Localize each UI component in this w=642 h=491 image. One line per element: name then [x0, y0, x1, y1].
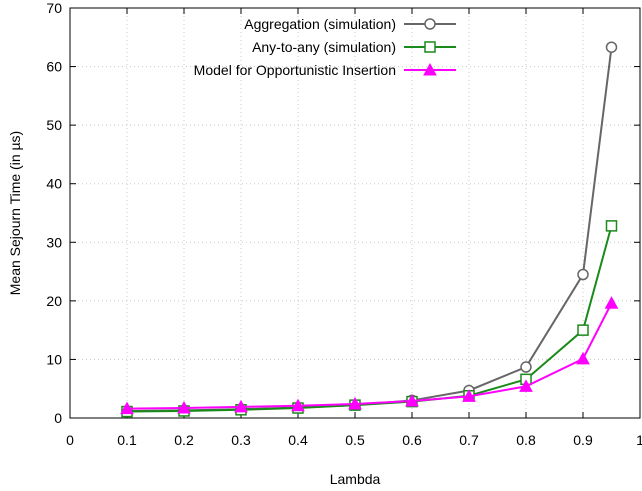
series-line — [126, 225, 613, 413]
legend-marker — [424, 41, 436, 53]
x-tick-label: 0.2 — [174, 432, 194, 448]
series-square — [121, 220, 618, 418]
data-point — [519, 379, 533, 392]
data-point — [291, 398, 305, 412]
y-tick-label: 20 — [46, 293, 62, 309]
data-point — [405, 393, 419, 407]
x-axis-label: Lambda — [330, 471, 381, 487]
data-point — [234, 399, 248, 413]
grid-lines — [70, 8, 640, 418]
legend-label: Model for Opportunistic Insertion — [194, 62, 396, 78]
legend-marker — [423, 62, 437, 76]
data-point — [348, 396, 362, 410]
axis-ticks: 0 10 20 30 40 50 60 70 0 0.1 0.2 0.3 0.4 0.5 0.6 0.7 0.8… — [46, 0, 642, 448]
x-tick-label: 0.3 — [231, 432, 251, 448]
x-tick-label: 0.6 — [402, 432, 422, 448]
legend-item: Model for Opportunistic Insertion — [194, 62, 456, 78]
y-tick-label: 50 — [46, 117, 62, 133]
data-point — [604, 296, 619, 309]
x-tick-label: 0.8 — [516, 432, 536, 448]
y-axis-label: Mean Sejourn Time (in µs) — [7, 131, 23, 295]
data-point — [577, 268, 589, 281]
series-line — [126, 302, 613, 410]
data-point — [605, 220, 618, 232]
data-point — [462, 389, 476, 402]
data-point — [120, 401, 134, 415]
data-point — [520, 361, 532, 373]
legend-marker — [424, 18, 436, 30]
series-triangle — [120, 296, 619, 415]
x-tick-label: 0.9 — [573, 432, 593, 448]
legend-item: Any-to-any (simulation) — [252, 39, 456, 55]
series-line — [126, 47, 613, 412]
y-tick-label: 40 — [46, 176, 62, 192]
data-point — [177, 400, 191, 414]
x-tick-label: 0 — [66, 432, 74, 448]
y-tick-label: 30 — [46, 234, 62, 250]
series-group — [120, 41, 619, 418]
legend-label: Aggregation (simulation) — [244, 16, 396, 32]
x-tick-label: 0.7 — [459, 432, 479, 448]
data-point — [605, 41, 618, 53]
y-tick-label: 0 — [54, 410, 62, 426]
data-point — [577, 324, 589, 336]
legend: Aggregation (simulation) Any-to-any (simu… — [194, 16, 456, 78]
y-tick-label: 70 — [46, 0, 62, 16]
y-tick-label: 10 — [46, 351, 62, 367]
legend-label: Any-to-any (simulation) — [252, 39, 396, 55]
legend-item: Aggregation (simulation) — [244, 16, 456, 32]
x-tick-label: 0.1 — [117, 432, 137, 448]
data-point — [576, 351, 590, 365]
x-tick-label: 0.5 — [345, 432, 365, 448]
x-tick-label: 1 — [636, 432, 642, 448]
y-tick-label: 60 — [46, 59, 62, 75]
x-tick-label: 0.4 — [288, 432, 308, 448]
